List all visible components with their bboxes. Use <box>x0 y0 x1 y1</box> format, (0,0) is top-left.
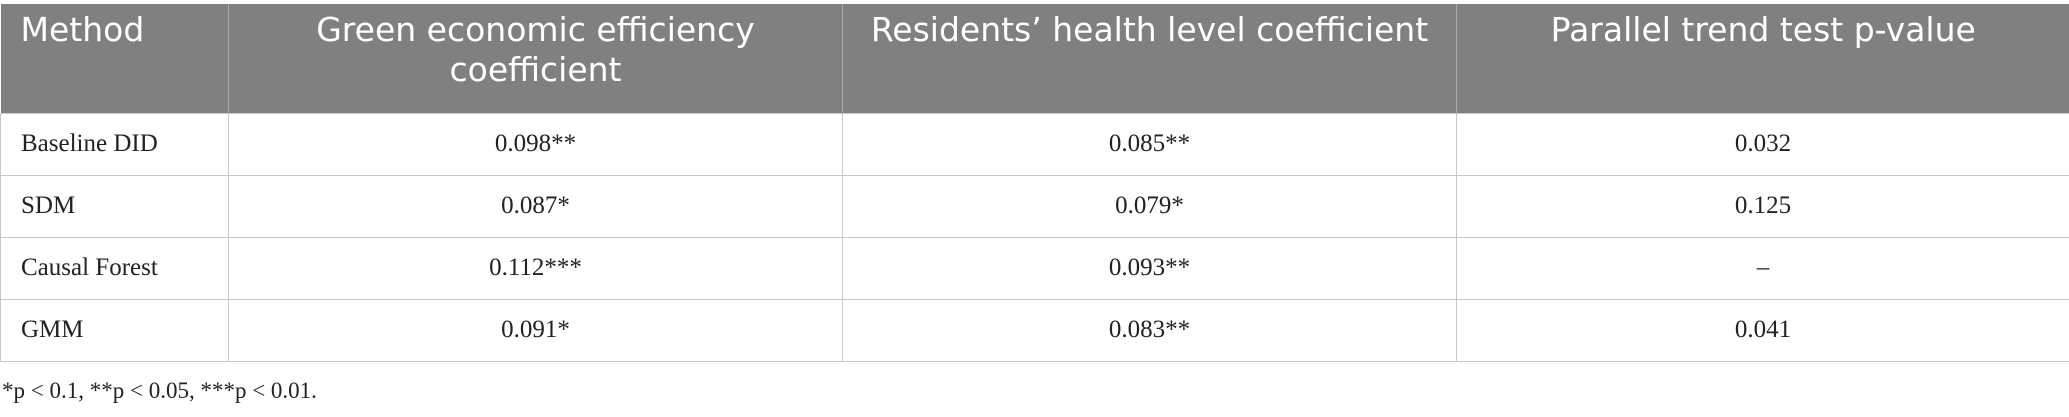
results-table: Method Green economic efficiency coeffici… <box>0 4 2069 362</box>
table-cell: 0.125 <box>1456 174 2069 238</box>
header-cell: Residents’ health level coefficient <box>842 4 1457 113</box>
table-cell: 0.112*** <box>228 236 843 300</box>
footnote: *p < 0.1, **p < 0.05, ***p < 0.01. <box>2 378 317 403</box>
table-cell: SDM <box>0 174 229 238</box>
header-cell: Parallel trend test p-value <box>1456 4 2069 113</box>
table-cell: 0.083** <box>842 298 1457 362</box>
table-cell: 0.085** <box>842 112 1457 176</box>
table-cell: GMM <box>0 298 229 362</box>
table-cell: – <box>1456 236 2069 300</box>
table-row: GMM 0.091* 0.083** 0.041 <box>0 298 2069 362</box>
table-cell: Baseline DID <box>0 112 229 176</box>
header-cell: Method <box>0 4 229 113</box>
table-cell: Causal Forest <box>0 236 229 300</box>
table-cell: 0.093** <box>842 236 1457 300</box>
header-row: Method Green economic efficiency coeffici… <box>0 4 2069 113</box>
table-cell: 0.098** <box>228 112 843 176</box>
table-cell: 0.087* <box>228 174 843 238</box>
table-body: Baseline DID 0.098** 0.085** 0.032 SDM 0.087*… <box>0 112 2069 362</box>
table-cell: 0.041 <box>1456 298 2069 362</box>
table-cell: 0.032 <box>1456 112 2069 176</box>
table-row: Baseline DID 0.098** 0.085** 0.032 <box>0 112 2069 176</box>
table-cell: 0.079* <box>842 174 1457 238</box>
table-row: SDM 0.087* 0.079* 0.125 <box>0 174 2069 238</box>
header-cell: Green economic efficiency coefficient <box>228 4 843 113</box>
table-row: Causal Forest 0.112*** 0.093** – <box>0 236 2069 300</box>
table-cell: 0.091* <box>228 298 843 362</box>
